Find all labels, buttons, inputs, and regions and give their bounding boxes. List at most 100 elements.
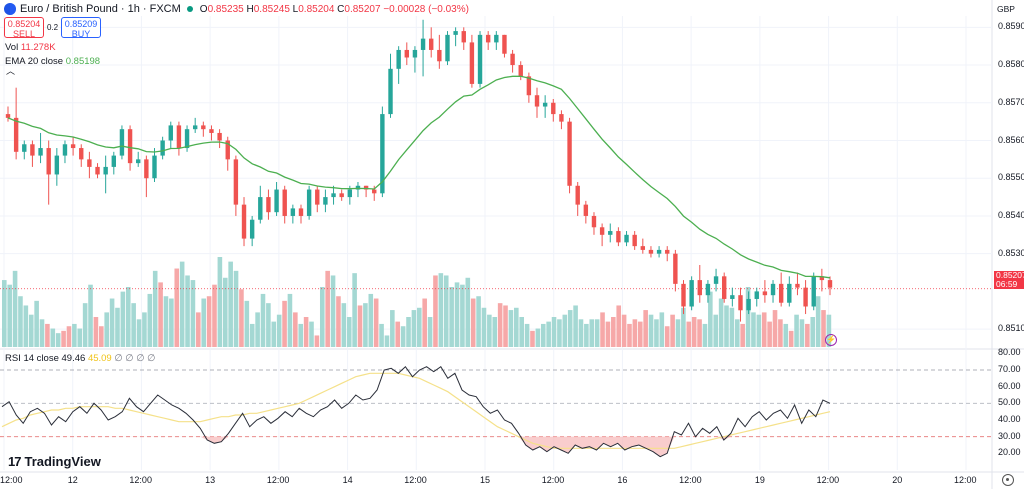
buy-button[interactable]: 0.85209 BUY [61, 17, 101, 39]
candle-body [461, 31, 466, 43]
candle-body [697, 280, 702, 296]
volume-bar [734, 319, 740, 347]
candle-body [306, 189, 312, 216]
volume-bar [718, 298, 724, 347]
volume-bar [551, 317, 557, 347]
candle-body [184, 129, 190, 149]
candle-body [209, 129, 214, 133]
current-price-tag: 0.85207 06:59 [994, 270, 1024, 289]
collapse-legend-chevron-icon[interactable]: ︿ [6, 66, 16, 76]
volume-bar [357, 305, 363, 347]
candle-body [608, 231, 613, 235]
rsi-tick-label: 70.00 [998, 364, 1021, 374]
settings-gear-icon[interactable] [1002, 474, 1014, 486]
volume-bar [125, 287, 131, 347]
buy-label: BUY [71, 29, 91, 39]
time-tick-label: 12:00 [0, 475, 23, 485]
candle-body [453, 31, 458, 35]
candle-body [502, 34, 507, 54]
volume-bar [276, 314, 282, 347]
candle-body [575, 185, 580, 205]
volume-bar [239, 289, 244, 347]
candle-body [404, 49, 409, 58]
candle-body [388, 68, 393, 115]
rsi-legend[interactable]: RSI 14 close 49.46 45.09 ∅ ∅ ∅ ∅ [5, 353, 156, 364]
volume-legend[interactable]: Vol 11.278K [5, 42, 56, 53]
volume-bar [535, 328, 541, 347]
candle-body [396, 49, 401, 69]
volume-bar [152, 270, 158, 347]
volume-bar [788, 330, 794, 347]
candle-body [201, 125, 206, 130]
volume-bar [821, 310, 826, 347]
candle-body [5, 114, 11, 118]
volume-bar [670, 314, 675, 347]
candle-body [632, 234, 637, 247]
volume-bar [169, 298, 174, 347]
volume-bar [379, 323, 384, 347]
volume-bar [632, 319, 638, 347]
candle-body [551, 102, 556, 115]
volume-bar [303, 317, 309, 347]
candle-body [144, 159, 149, 179]
candle-body [754, 291, 759, 299]
volume-bar [131, 303, 136, 347]
volume-bar [179, 261, 185, 347]
volume-bar [352, 273, 357, 347]
candle-body [510, 53, 515, 66]
time-tick-label: 12:00 [404, 475, 427, 485]
volume-bar [104, 312, 109, 347]
candle-body [249, 219, 255, 239]
volume-bar [244, 300, 250, 347]
candle-body [583, 204, 589, 216]
candle-body [13, 117, 19, 152]
candle-body [217, 132, 222, 141]
candle-body [298, 208, 304, 216]
volume-bar [514, 307, 519, 347]
volume-bar [605, 321, 611, 347]
volume-bar [266, 303, 271, 347]
currency-label[interactable]: GBP [997, 4, 1015, 14]
volume-bar [115, 307, 120, 347]
volume-bar [594, 319, 600, 347]
volume-bar [336, 296, 341, 347]
symbol-title[interactable]: Euro / British Pound · 1h · FXCM [20, 3, 181, 15]
ema-legend[interactable]: EMA 20 close 0.85198 [5, 56, 101, 67]
volume-bar [363, 303, 368, 347]
rsi-tick-label: 30.00 [998, 430, 1021, 441]
volume-bar [417, 307, 422, 347]
volume-bar [805, 323, 810, 347]
volume-bar [637, 321, 643, 347]
volume-bar [66, 326, 72, 347]
volume-bar [55, 333, 61, 347]
volume-bar [158, 282, 163, 347]
volume-bar [745, 287, 751, 347]
candle-body [420, 38, 426, 50]
candle-body [534, 95, 540, 107]
volume-bar [503, 305, 508, 347]
volume-bar [346, 317, 352, 347]
volume-bar [567, 310, 573, 347]
volume-bar [616, 305, 622, 347]
sell-button[interactable]: 0.85204 SELL [4, 17, 44, 39]
tradingview-logo: 17 TradingView [8, 454, 101, 469]
candle-body [518, 65, 523, 77]
candle-body [746, 298, 751, 311]
candle-body [225, 140, 230, 160]
candle-body [87, 159, 92, 167]
volume-bar [708, 291, 713, 347]
volume-bar [28, 314, 34, 347]
candle-body [599, 227, 605, 235]
volume-bar [373, 298, 379, 347]
candle-body [738, 295, 743, 311]
volume-bar [255, 312, 260, 347]
volume-bar [309, 321, 314, 347]
time-tick-label: 12 [67, 475, 78, 485]
rsi-extra-values: ∅ ∅ ∅ ∅ [114, 353, 156, 364]
flash-icon[interactable]: ⚡ [825, 334, 837, 346]
volume-bar [470, 298, 476, 347]
candle-body [559, 114, 564, 122]
volume-bar [18, 296, 23, 347]
